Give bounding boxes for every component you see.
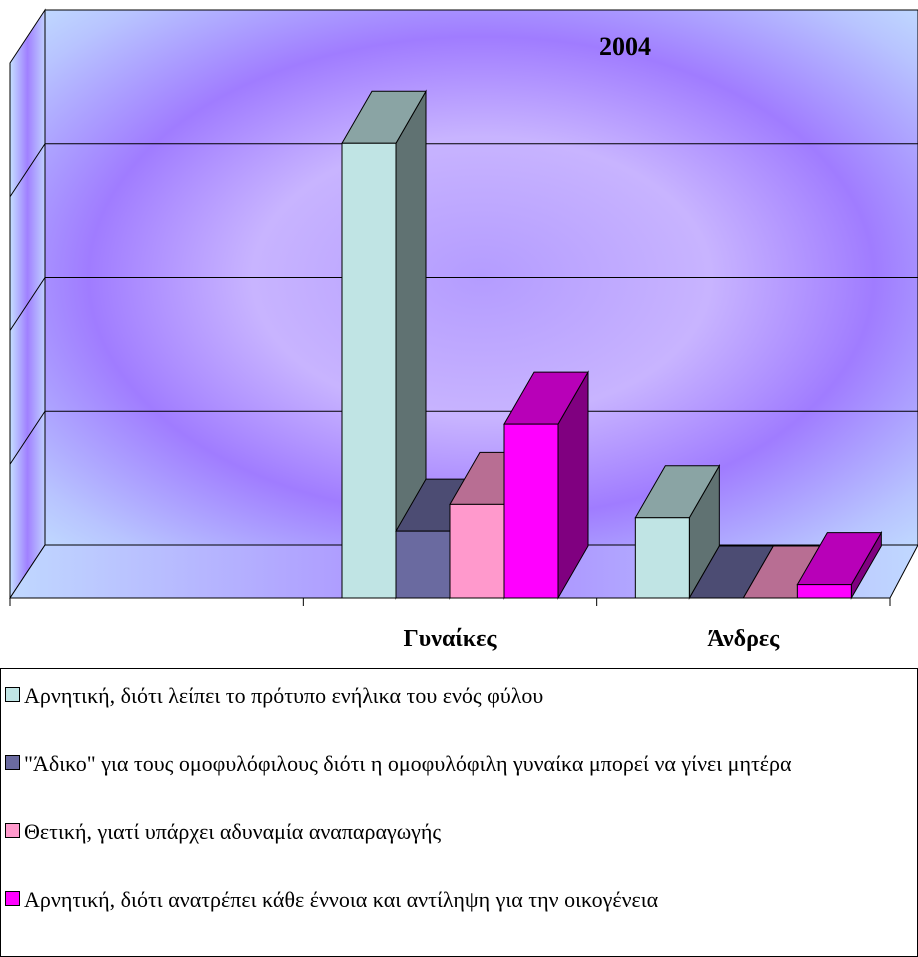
grid-line <box>9 143 46 198</box>
bar <box>449 503 505 599</box>
legend-item: Θετική, γιατί υπάρχει αδυναμία αναπαραγω… <box>5 819 917 844</box>
legend-item: Αρνητική, διότι ανατρέπει κάθε έννοια κα… <box>5 887 917 912</box>
chart: 2004 Γυναίκες Άνδρες <box>9 8 918 652</box>
legend-label: "Άδικο" για τους ομοφυλόφιλους διότι η ο… <box>24 751 792 776</box>
bar <box>796 584 852 599</box>
x-tick-label: Γυναίκες <box>404 626 498 652</box>
legend-label: Αρνητική, διότι ανατρέπει κάθε έννοια κα… <box>24 887 659 912</box>
legend-label: Θετική, γιατί υπάρχει αδυναμία αναπαραγω… <box>24 819 442 844</box>
grid-line <box>9 277 46 331</box>
bar <box>503 423 559 599</box>
legend-swatch <box>5 687 20 702</box>
bar <box>634 517 690 599</box>
legend-label: Αρνητική, διότι λείπει το πρότυπο ενήλικ… <box>24 683 544 708</box>
bar <box>395 530 451 599</box>
x-tick-label: Άνδρες <box>707 626 780 652</box>
legend-item: Αρνητική, διότι λείπει το πρότυπο ενήλικ… <box>5 683 917 708</box>
legend-swatch <box>5 891 20 906</box>
grid-line <box>9 410 46 465</box>
legend-swatch <box>5 755 20 770</box>
legend: Αρνητική, διότι λείπει το πρότυπο ενήλικ… <box>0 668 918 957</box>
bar <box>341 142 397 599</box>
legend-item: "Άδικο" για τους ομοφυλόφιλους διότι η ο… <box>5 751 917 776</box>
legend-swatch <box>5 823 20 838</box>
chart-title: 2004 <box>599 32 651 61</box>
